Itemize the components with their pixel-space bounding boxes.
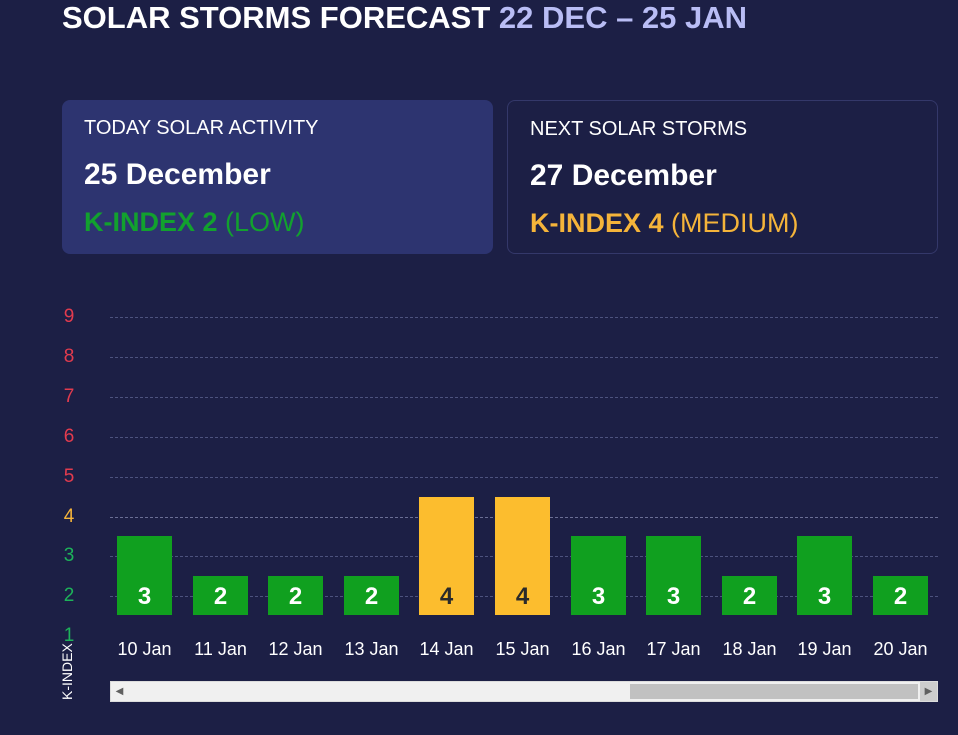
scroll-right-arrow-icon[interactable]: ▶ [920,682,937,701]
grid-line [110,437,938,438]
y-axis-label: K-INDEX [59,643,75,700]
y-tick-label: 8 [63,345,75,367]
title-text: SOLAR STORMS FORECAST [62,0,491,35]
x-tick-label: 10 Jan [117,639,172,659]
bar-value-label: 2 [893,583,908,610]
bar[interactable]: 3 [117,536,172,615]
x-tick-label: 19 Jan [797,639,852,659]
bar[interactable]: 3 [797,536,852,615]
x-tick-label: 16 Jan [571,639,626,659]
bar-value-label: 2 [742,583,757,610]
bar[interactable]: 2 [268,576,323,615]
x-tick-label: 13 Jan [344,639,399,659]
x-tick-label: 15 Jan [495,639,550,659]
bar[interactable]: 2 [344,576,399,615]
x-tick-label: 17 Jan [646,639,701,659]
y-tick-label: 5 [63,465,75,487]
next-label: NEXT SOLAR STORMS [530,118,748,140]
bar[interactable]: 2 [873,576,928,615]
next-storms-card[interactable]: NEXT SOLAR STORMS 27 December K-INDEX 4 … [507,100,938,254]
next-kindex: K-INDEX 4 (MEDIUM) [530,207,915,239]
x-tick-label: 11 Jan [194,639,247,659]
bar[interactable]: 2 [193,576,248,615]
grid-line [110,477,938,478]
bar-value-label: 4 [515,583,530,610]
today-label: TODAY SOLAR ACTIVITY [84,117,319,139]
today-kindex-level: (LOW) [217,207,305,237]
today-activity-card: TODAY SOLAR ACTIVITY 25 December K-INDEX… [62,100,493,254]
next-date: 27 December [530,159,717,192]
today-kindex: K-INDEX 2 (LOW) [84,206,471,238]
y-tick-label: 4 [63,505,75,527]
bar-value-label: 2 [364,583,379,610]
y-tick-label: 7 [63,385,75,407]
y-tick-label: 9 [63,306,75,327]
grid-line [110,397,938,398]
y-tick-label: 3 [63,545,75,567]
x-tick-label: 14 Jan [419,639,474,659]
x-tick-label: 18 Jan [722,639,777,659]
scroll-left-arrow-icon[interactable]: ◀ [115,686,124,697]
bar[interactable]: 4 [495,497,550,615]
chart-scrollbar[interactable]: ◀ ▶ [110,681,938,702]
bar[interactable]: 2 [722,576,777,615]
x-tick-label: 20 Jan [873,639,928,659]
bar-value-label: 3 [817,583,832,610]
grid-line [110,317,938,318]
date-range: 22 DEC – 25 JAN [498,0,748,35]
grid-line [110,357,938,358]
bar-value-label: 3 [137,583,152,610]
today-date: 25 December [84,158,271,191]
scrollbar-thumb[interactable] [630,684,918,699]
bar-value-label: 2 [213,583,228,610]
today-kindex-value: K-INDEX 2 [84,207,218,237]
bar[interactable]: 3 [646,536,701,615]
y-tick-label: 6 [63,425,75,447]
x-tick-label: 12 Jan [268,639,323,659]
next-kindex-level: (MEDIUM) [663,208,799,238]
bar[interactable]: 4 [419,497,474,615]
y-tick-label: 1 [63,625,75,647]
bar-value-label: 3 [591,583,606,610]
bar-value-label: 4 [439,583,454,610]
bar-value-label: 2 [288,583,303,610]
bar[interactable]: 3 [571,536,626,615]
bar-value-label: 3 [666,583,681,610]
next-kindex-value: K-INDEX 4 [530,208,664,238]
page-title: SOLAR STORMS FORECAST 22 DEC – 25 JAN [62,0,747,36]
y-tick-label: 2 [63,585,75,607]
